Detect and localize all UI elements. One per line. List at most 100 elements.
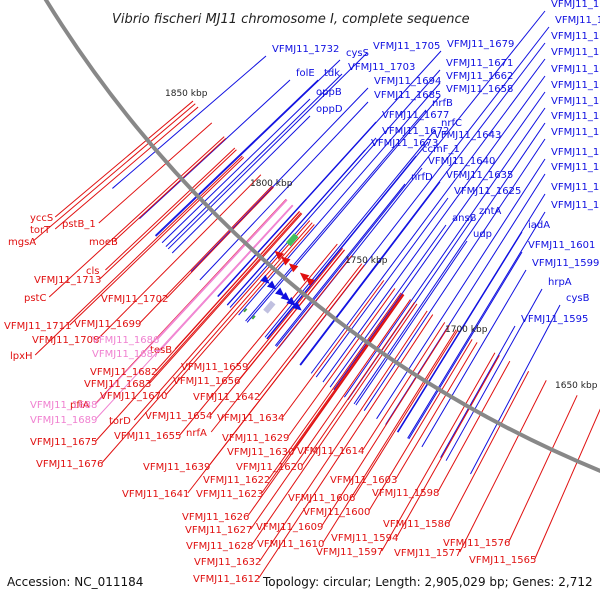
reverse-leader-line <box>149 213 303 384</box>
forward-gene-label: VFMJ11_1677 <box>382 110 449 121</box>
reverse-gene-label: VFMJ11_1639 <box>143 462 210 473</box>
pseudo-gene-label: VFMJ11_1688 <box>30 400 97 411</box>
forward-leader-line <box>266 155 417 340</box>
reverse-leader-line <box>268 292 402 480</box>
reverse-leader-line <box>99 149 237 280</box>
pseudo-leader-line <box>157 205 294 354</box>
reverse-gene-label: pstC <box>24 293 46 304</box>
forward-gene-label: cysS <box>346 48 369 59</box>
forward-leader-line <box>238 82 441 316</box>
reverse-leader-line <box>54 100 194 218</box>
label-leader-lines <box>32 10 600 579</box>
pseudo-gene-label: VFMJ11_1686 <box>92 335 159 346</box>
forward-leader-line <box>276 10 546 347</box>
forward-gene-arrow <box>286 296 296 306</box>
forward-gene-label: VFMJ11_1662 <box>446 71 513 82</box>
genome-summary-label: Topology: circular; Length: 2,905,029 bp… <box>262 575 593 589</box>
forward-leader-line <box>355 240 468 406</box>
gene-feature-tracks <box>243 233 315 320</box>
reverse-leader-line <box>321 325 450 527</box>
reverse-leader-line <box>259 310 428 562</box>
forward-gene-label: VFMJ11_1650 <box>555 15 600 26</box>
forward-gene-label: zntA <box>479 206 502 217</box>
reverse-leader-line <box>54 106 199 230</box>
reverse-leader-line <box>139 185 273 324</box>
reverse-gene-label: VFMJ11_1627 <box>185 525 252 536</box>
forward-leader-line <box>171 115 311 254</box>
forward-leader-line <box>300 181 441 366</box>
forward-leader-line <box>322 75 546 383</box>
pseudo-leader-line <box>95 204 293 420</box>
reverse-leader-line <box>292 294 404 452</box>
forward-leader-line <box>274 183 406 346</box>
forward-gene-label: VFMJ11_1658 <box>446 84 513 95</box>
reverse-leader-line <box>97 174 262 340</box>
reverse-leader-line <box>282 280 385 418</box>
reverse-gene-label: cls <box>86 266 100 277</box>
reverse-gene-label: VFMJ11_1702 <box>101 294 168 305</box>
reverse-gene-label: VFMJ11_1612 <box>193 574 260 585</box>
forward-gene-label: hrpA <box>548 277 572 288</box>
forward-leader-line <box>396 193 546 433</box>
green-marker <box>251 315 256 320</box>
forward-gene-label: nrfB <box>432 98 453 109</box>
reverse-leader-line <box>322 329 457 544</box>
forward-leader-line <box>408 251 523 440</box>
forward-leader-line <box>155 59 341 237</box>
forward-leader-line <box>245 109 427 322</box>
reverse-gene-label: yccS <box>30 213 53 224</box>
forward-gene-label: VFMJ11_1624 <box>551 96 600 107</box>
reverse-gene-label: VFMJ11_1711 <box>4 321 71 332</box>
reverse-gene-label: VFMJ11_1699 <box>74 319 141 330</box>
reverse-leader-line <box>301 302 415 467</box>
forward-gene-label: VFMJ11_1705 <box>373 41 440 52</box>
reverse-leader-line <box>459 380 547 553</box>
forward-leader-line <box>397 231 523 433</box>
forward-gene-arrow <box>260 274 270 284</box>
forward-gene-label: cysB <box>566 293 590 304</box>
reverse-gene-label: VFMJ11_1656 <box>173 376 240 387</box>
reverse-gene-label: VFMJ11_1598 <box>372 488 439 499</box>
reverse-leader-line <box>32 103 196 242</box>
forward-leader-line <box>445 288 543 461</box>
reverse-leader-line <box>113 137 227 242</box>
forward-gene-label: VFMJ11_1651 <box>551 0 600 10</box>
function-block <box>286 233 299 247</box>
forward-leader-line <box>167 52 368 250</box>
forward-gene-label: VFMJ11_1595 <box>521 314 588 325</box>
forward-gene-arrow <box>275 287 285 297</box>
reverse-gene-label: VFMJ11_1614 <box>297 446 364 457</box>
reverse-leader-line <box>166 186 274 299</box>
reverse-leader-line <box>534 408 600 560</box>
green-marker <box>243 308 248 313</box>
pseudo-gene-label: VFMJ11_1689 <box>30 415 97 426</box>
function-block <box>263 300 276 314</box>
forward-gene-label: oppB <box>316 87 342 98</box>
forward-leader-line <box>315 197 449 378</box>
kbp-tick-label: 1800 kbp <box>250 179 293 189</box>
reverse-leader-line <box>34 155 243 356</box>
forward-gene-label: VFMJ11_1644 <box>551 31 600 42</box>
forward-gene-label: VFMJ11_1618 <box>551 127 600 138</box>
forward-gene-label: VFMJ11_1613 <box>551 162 600 173</box>
pseudo-leader-line <box>157 199 288 340</box>
forward-gene-label: VFMJ11_1671 <box>446 58 513 69</box>
reverse-gene-label: VFMJ11_1628 <box>186 541 253 552</box>
forward-gene-label: VFMJ11_1673 <box>371 138 438 149</box>
reverse-gene-label: VFMJ11_1642 <box>193 392 260 403</box>
forward-leader-line <box>470 304 561 475</box>
reverse-gene-arrow <box>281 256 291 266</box>
reverse-gene-label: VFMJ11_1659 <box>181 362 248 373</box>
forward-gene-label: ccmF_1 <box>422 144 460 155</box>
reverse-gene-label: VFMJ11_1708 <box>32 335 99 346</box>
reverse-gene-label: VFMJ11_1632 <box>194 557 261 568</box>
reverse-gene-label: VFMJ11_1610 <box>257 539 324 550</box>
forward-gene-label: ansB <box>452 213 477 224</box>
kbp-tick-label: 1750 kbp <box>345 256 388 266</box>
map-title: Vibrio fischeri MJ11 chromosome I, compl… <box>112 12 470 27</box>
reverse-gene-label: torT <box>30 225 51 236</box>
reverse-leader-line <box>508 395 578 543</box>
forward-gene-label: VFMJ11_1631 <box>551 80 600 91</box>
reverse-gene-label: VFMJ11_1577 <box>394 548 461 559</box>
forward-gene-label: VFMJ11_1636 <box>551 64 600 75</box>
